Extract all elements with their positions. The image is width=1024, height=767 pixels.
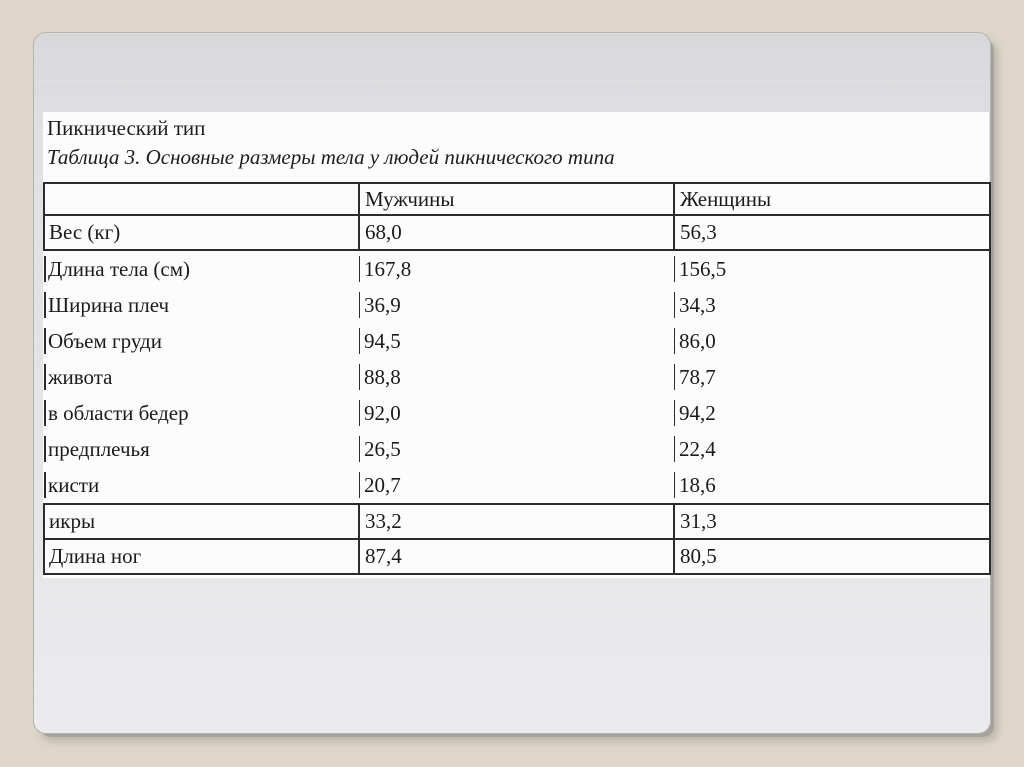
men-value-cell: 68,0 (358, 215, 674, 251)
row-label-cell: предплечья (44, 431, 359, 467)
table-row: Ширина плеч 36,9 34,3 (44, 287, 991, 323)
women-value-cell: 56,3 (673, 215, 991, 251)
table-row: Объем груди 94,5 86,0 (44, 323, 991, 359)
row-label-cell: Объем груди (44, 323, 359, 359)
row-label-cell: в области бедер (44, 395, 359, 431)
women-value-cell: 18,6 (674, 467, 991, 504)
table-row: Длина ног 87,4 80,5 (43, 539, 991, 575)
women-value-cell: 34,3 (674, 287, 991, 323)
women-value-cell: 22,4 (674, 431, 991, 467)
men-value-cell: 87,4 (358, 539, 674, 575)
men-value-cell: 88,8 (359, 359, 674, 395)
slide-title: Пикнический тип (47, 116, 206, 140)
table-row: живота 88,8 78,7 (44, 359, 991, 395)
men-value-cell: 94,5 (359, 323, 674, 359)
table-row: предплечья 26,5 22,4 (44, 431, 991, 467)
men-value-cell: 26,5 (359, 431, 674, 467)
table-row: кисти 20,7 18,6 (44, 467, 991, 504)
row-label-cell: живота (44, 359, 359, 395)
men-value-cell: 20,7 (359, 467, 674, 504)
men-value-cell: 33,2 (358, 503, 674, 540)
men-value-cell: 92,0 (359, 395, 674, 431)
body-measurements-table: Мужчины Женщины Вес (кг) 68,0 56,3 Длина… (43, 182, 991, 575)
column-header-women: Женщины (673, 182, 991, 216)
table-row: в области бедер 92,0 94,2 (44, 395, 991, 431)
women-value-cell: 94,2 (674, 395, 991, 431)
table-header-row: Мужчины Женщины (43, 182, 991, 216)
row-label-cell: икры (43, 503, 359, 540)
women-value-cell: 31,3 (673, 503, 991, 540)
women-value-cell: 156,5 (674, 250, 991, 287)
table-caption: Таблица 3. Основные размеры тела у людей… (47, 145, 615, 169)
table-row: Вес (кг) 68,0 56,3 (43, 215, 991, 251)
row-label-cell: Вес (кг) (43, 215, 359, 251)
women-value-cell: 86,0 (674, 323, 991, 359)
row-label-cell: Длина ног (43, 539, 359, 575)
row-label-cell: Ширина плеч (44, 287, 359, 323)
slide: Пикнический тип Таблица 3. Основные разм… (33, 32, 991, 734)
row-label-cell: Длина тела (см) (44, 250, 359, 287)
men-value-cell: 167,8 (359, 250, 674, 287)
table-row: Длина тела (см) 167,8 156,5 (44, 250, 991, 287)
table-row: икры 33,2 31,3 (43, 503, 991, 540)
men-value-cell: 36,9 (359, 287, 674, 323)
content-panel: Пикнический тип Таблица 3. Основные разм… (43, 112, 991, 578)
women-value-cell: 78,7 (674, 359, 991, 395)
row-label-cell: кисти (44, 467, 359, 504)
column-header-men: Мужчины (358, 182, 674, 216)
column-header-empty (43, 182, 359, 216)
women-value-cell: 80,5 (673, 539, 991, 575)
